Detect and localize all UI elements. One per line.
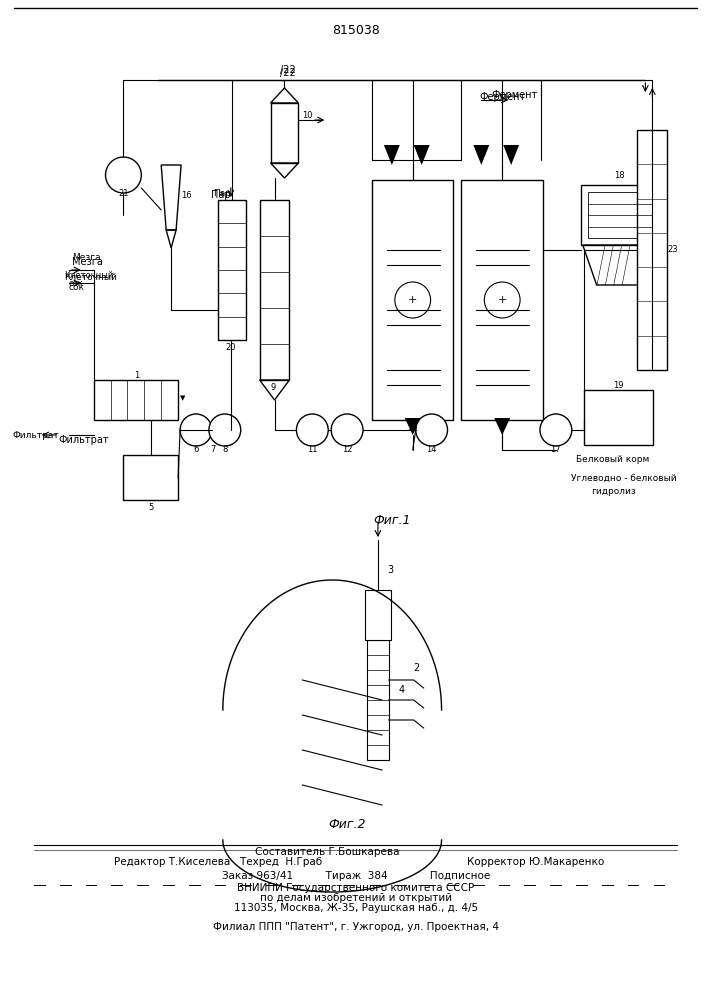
Bar bbox=[372, 180, 453, 420]
Text: Углеводно - белковый: Углеводно - белковый bbox=[571, 474, 677, 483]
Text: Корректор Ю.Макаренко: Корректор Ю.Макаренко bbox=[467, 857, 604, 867]
Circle shape bbox=[296, 414, 328, 446]
Text: 21: 21 bbox=[118, 188, 129, 198]
Text: 11: 11 bbox=[307, 444, 317, 454]
Text: Редактор Т.Киселева   Техред  Н.Граб: Редактор Т.Киселева Техред Н.Граб bbox=[114, 857, 322, 867]
Text: 6: 6 bbox=[193, 444, 199, 454]
Text: /22: /22 bbox=[279, 65, 296, 75]
Text: сок: сок bbox=[69, 279, 83, 288]
Bar bbox=[638, 130, 667, 370]
Text: Мезга: Мезга bbox=[71, 253, 100, 262]
Bar bbox=[365, 590, 391, 640]
Bar bbox=[93, 380, 178, 420]
Text: +: + bbox=[498, 295, 507, 305]
Text: 3: 3 bbox=[387, 565, 393, 575]
Text: 10: 10 bbox=[303, 110, 313, 119]
Text: 9: 9 bbox=[271, 383, 276, 392]
Text: Фермент: Фермент bbox=[479, 92, 525, 102]
Bar bbox=[588, 192, 653, 238]
Text: 7: 7 bbox=[210, 444, 216, 454]
Text: Клеточный: Клеточный bbox=[64, 270, 113, 279]
Text: 4: 4 bbox=[399, 685, 405, 695]
Text: ▼: ▼ bbox=[180, 395, 186, 401]
Text: 2: 2 bbox=[414, 663, 420, 673]
Text: Пар: Пар bbox=[211, 190, 230, 200]
Text: 20: 20 bbox=[226, 342, 236, 352]
Text: /22: /22 bbox=[279, 68, 296, 78]
Text: 8: 8 bbox=[222, 444, 228, 454]
Bar bbox=[218, 200, 246, 340]
Bar bbox=[271, 103, 298, 163]
Bar bbox=[584, 390, 653, 445]
Text: Фильтрат: Фильтрат bbox=[12, 430, 59, 440]
Text: Мезга: Мезга bbox=[71, 257, 103, 267]
Polygon shape bbox=[414, 145, 430, 165]
Text: Фильтрат: Фильтрат bbox=[59, 435, 110, 445]
Text: 14: 14 bbox=[426, 444, 437, 454]
Circle shape bbox=[331, 414, 363, 446]
Bar bbox=[259, 200, 289, 380]
Text: Фиг.2: Фиг.2 bbox=[328, 818, 366, 832]
Text: 5: 5 bbox=[148, 504, 154, 512]
Text: 113035, Москва, Ж-35, Раушская наб., д. 4/5: 113035, Москва, Ж-35, Раушская наб., д. … bbox=[234, 903, 478, 913]
Text: Фиг.1: Фиг.1 bbox=[373, 514, 411, 526]
Text: 19: 19 bbox=[613, 381, 624, 390]
Circle shape bbox=[484, 282, 520, 318]
Text: 17: 17 bbox=[551, 444, 561, 454]
Circle shape bbox=[209, 414, 241, 446]
Text: по делам изобретений и открытий: по делам изобретений и открытий bbox=[260, 893, 452, 903]
Bar bbox=[367, 640, 389, 760]
Circle shape bbox=[540, 414, 572, 446]
Polygon shape bbox=[384, 145, 399, 165]
Text: сок: сок bbox=[69, 282, 85, 292]
Text: 23: 23 bbox=[667, 245, 678, 254]
Text: 15: 15 bbox=[407, 424, 418, 432]
Polygon shape bbox=[503, 145, 519, 165]
Circle shape bbox=[395, 282, 431, 318]
Text: Фермент: Фермент bbox=[491, 90, 537, 100]
Text: Заказ 963/41          Тираж  384             Подписное: Заказ 963/41 Тираж 384 Подписное bbox=[222, 871, 490, 881]
Bar bbox=[124, 455, 178, 500]
Text: ВНИИПИ Государственного комитета СССР: ВНИИПИ Государственного комитета СССР bbox=[238, 883, 474, 893]
Circle shape bbox=[416, 414, 448, 446]
Text: Пар: Пар bbox=[213, 188, 231, 198]
Bar bbox=[580, 185, 660, 245]
Polygon shape bbox=[405, 418, 421, 435]
Text: Составитель Г.Бошкарева: Составитель Г.Бошкарева bbox=[255, 847, 399, 857]
Text: Филиал ППП "Патент", г. Ужгород, ул. Проектная, 4: Филиал ППП "Патент", г. Ужгород, ул. Про… bbox=[213, 922, 499, 932]
Circle shape bbox=[180, 414, 212, 446]
Text: 815038: 815038 bbox=[332, 23, 380, 36]
Text: Клеточный: Клеточный bbox=[64, 273, 117, 282]
Text: 1: 1 bbox=[134, 370, 139, 379]
Polygon shape bbox=[494, 418, 510, 435]
Text: 12: 12 bbox=[342, 444, 352, 454]
Text: 18: 18 bbox=[614, 170, 625, 180]
Text: Белковый корм: Белковый корм bbox=[575, 456, 649, 464]
Bar bbox=[462, 180, 543, 420]
Circle shape bbox=[105, 157, 141, 193]
Polygon shape bbox=[474, 145, 489, 165]
Text: гидролиз: гидролиз bbox=[590, 487, 636, 495]
Text: 16: 16 bbox=[181, 190, 192, 200]
Text: +: + bbox=[408, 295, 417, 305]
